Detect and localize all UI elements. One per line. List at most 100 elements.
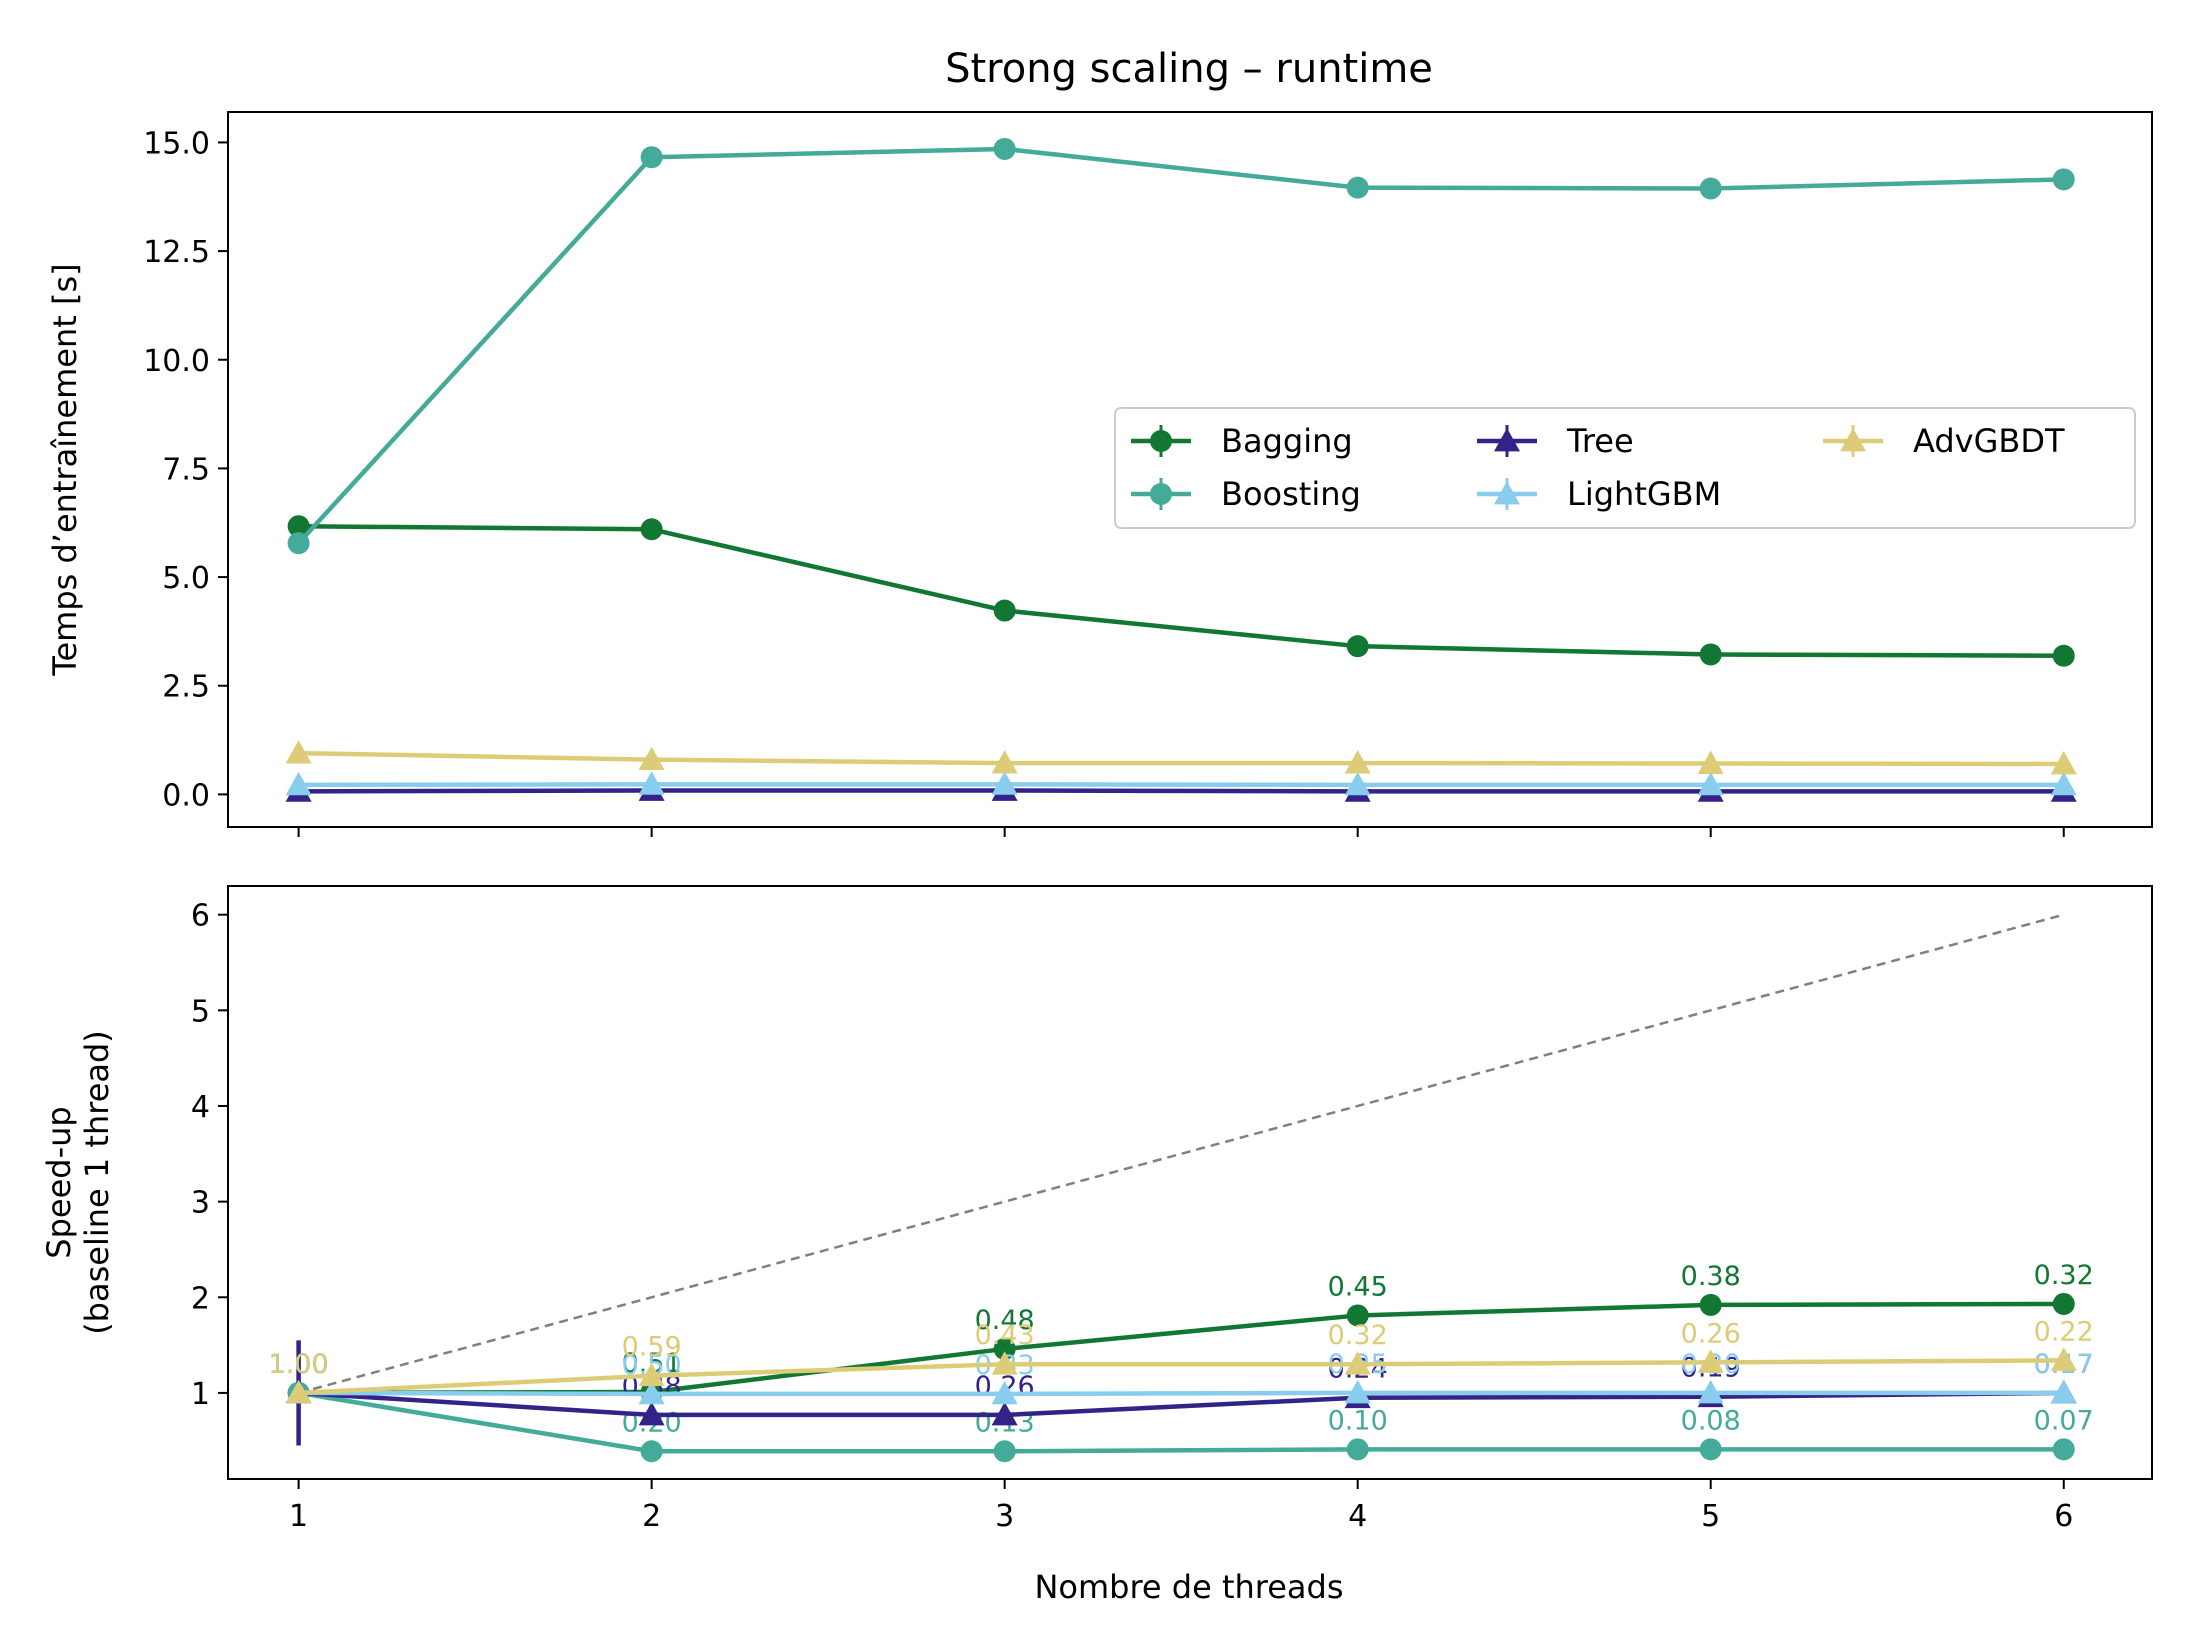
runtime-series-lightgbm <box>285 771 2077 796</box>
speedup-data-label-boosting: 0.10 <box>1328 1405 1388 1436</box>
speedup-point-lightgbm <box>1344 1379 1371 1404</box>
speedup-data-label-bagging: 0.32 <box>2034 1260 2094 1291</box>
legend-entry-bagging: Bagging <box>1131 422 1353 460</box>
legend-marker-tree <box>1494 428 1520 452</box>
speedup-line-advgbdt <box>298 1358 2064 1396</box>
legend-label-tree: Tree <box>1566 422 1634 460</box>
runtime-y-tick-label: 7.5 <box>162 452 210 487</box>
runtime-point-advgbdt <box>991 750 1018 774</box>
speedup-point-boosting <box>640 1440 663 1463</box>
runtime-point-advgbdt <box>2050 750 2077 775</box>
runtime-point-boosting <box>640 146 663 169</box>
speedup-point-bagging <box>1699 1293 1722 1316</box>
speedup-x-tick-label: 4 <box>1348 1499 1367 1534</box>
speedup-point-lightgbm <box>1697 1379 1724 1404</box>
speedup-point-advgbdt <box>1344 1351 1371 1375</box>
speedup-point-lightgbm <box>638 1380 665 1405</box>
speedup-line-tree <box>298 1390 2064 1418</box>
speedup-y-tick-label: 6 <box>191 899 210 934</box>
runtime-point-lightgbm <box>1344 771 1371 796</box>
runtime-point-boosting <box>2052 168 2075 191</box>
legend-label-bagging: Bagging <box>1221 422 1353 460</box>
runtime-panel: 0.0 2.5 5.0 7.5 10.0 12.5 15.0 Temps d’entraîne… <box>46 111 2153 837</box>
speedup-point-advgbdt <box>638 1362 665 1387</box>
speedup-point-lightgbm <box>991 1380 1018 1405</box>
speedup-point-advgbdt <box>285 1379 312 1404</box>
legend-entry-lightgbm: LightGBM <box>1477 475 1721 513</box>
runtime-point-lightgbm <box>1697 771 1724 796</box>
legend-entry-boosting: Boosting <box>1131 475 1361 513</box>
speedup-point-advgbdt <box>2050 1347 2077 1371</box>
speedup-point-advgbdt <box>1697 1349 1724 1373</box>
runtime-series-advgbdt <box>285 740 2077 775</box>
runtime-point-bagging <box>2052 644 2075 667</box>
runtime-point-boosting <box>1346 176 1369 199</box>
runtime-plot-frame <box>227 111 2153 828</box>
speedup-data-label-advgbdt: 1.00 <box>269 1349 329 1380</box>
speedup-data-label-tree: 1.00 <box>269 1349 329 1380</box>
speedup-point-bagging <box>993 1337 1016 1360</box>
chart-title: Strong scaling – runtime <box>945 46 1433 92</box>
speedup-y-tick-label: 4 <box>191 1090 210 1125</box>
legend: Bagging Boosting Tree LightGBM AdvGBDT <box>1114 407 2136 529</box>
speedup-data-label-advgbdt: 0.26 <box>1681 1318 1741 1349</box>
speedup-line-lightgbm <box>298 1390 2064 1397</box>
runtime-line-advgbdt <box>298 750 2064 767</box>
speedup-point-boosting <box>993 1440 1016 1463</box>
legend-marker-lightgbm <box>1494 481 1520 505</box>
runtime-point-bagging <box>287 515 310 538</box>
runtime-line-bagging <box>298 523 2064 658</box>
runtime-y-tick-label: 2.5 <box>162 670 210 705</box>
speedup-data-label-boosting: 0.08 <box>1681 1405 1741 1436</box>
legend-marker-boosting <box>1150 483 1172 505</box>
speedup-data-label-bagging: 0.45 <box>1328 1271 1388 1302</box>
runtime-point-lightgbm <box>638 771 665 795</box>
legend-marker-bagging <box>1150 430 1172 452</box>
speedup-point-boosting <box>1346 1438 1369 1461</box>
speedup-data-label-lightgbm: 1.00 <box>269 1349 329 1380</box>
speedup-x-tick-label: 2 <box>642 1499 661 1534</box>
speedup-y-tick-label: 5 <box>191 994 210 1029</box>
speedup-line-boosting <box>298 1390 2064 1454</box>
legend-label-advgbdt: AdvGBDT <box>1913 422 2065 460</box>
speedup-data-label-boosting: 0.07 <box>2034 1405 2094 1436</box>
ideal-speedup-line <box>298 913 2065 1395</box>
legend-entry-tree: Tree <box>1477 422 1634 460</box>
speedup-y-axis-label: Speed-up(baseline 1 thread) <box>40 1030 116 1335</box>
speedup-point-boosting <box>1699 1438 1722 1461</box>
runtime-series-boosting <box>287 137 2075 555</box>
runtime-point-lightgbm <box>991 771 1018 795</box>
speedup-point-advgbdt <box>991 1351 1018 1375</box>
runtime-line-tree <box>298 788 2064 794</box>
speedup-point-bagging <box>2052 1292 2075 1315</box>
runtime-point-boosting <box>993 137 1016 160</box>
speedup-data-label-advgbdt: 0.43 <box>975 1320 1035 1351</box>
speedup-point-boosting <box>2052 1438 2075 1461</box>
runtime-point-advgbdt <box>1697 750 1724 774</box>
speedup-y-tick-label: 3 <box>191 1186 210 1221</box>
runtime-y-axis-label: Temps d’entraînement [s] <box>46 263 84 676</box>
legend-label-lightgbm: LightGBM <box>1567 475 1721 513</box>
speedup-x-tick-label: 1 <box>289 1499 308 1534</box>
runtime-point-lightgbm <box>2050 771 2077 796</box>
legend-marker-advgbdt <box>1840 428 1866 452</box>
speedup-x-tick-label: 6 <box>2054 1499 2073 1534</box>
runtime-point-bagging <box>1699 643 1722 666</box>
speedup-data-label-advgbdt: 0.32 <box>1328 1320 1388 1351</box>
speedup-data-label-bagging: 0.38 <box>1681 1261 1741 1292</box>
speedup-point-bagging <box>1346 1304 1369 1327</box>
legend-box <box>1114 407 2136 529</box>
runtime-point-advgbdt <box>638 746 665 771</box>
speedup-y-tick-label: 1 <box>191 1377 210 1412</box>
runtime-y-tick-label: 12.5 <box>143 235 210 270</box>
speedup-series-advgbdt: 1.00 0.59 0.43 0.32 0.26 0.22 <box>269 1316 2094 1404</box>
x-axis-label: Nombre de threads <box>1034 1568 1343 1606</box>
runtime-point-bagging <box>640 518 663 541</box>
speedup-y-tick-label: 2 <box>191 1281 210 1316</box>
runtime-point-bagging <box>1346 635 1369 658</box>
runtime-point-lightgbm <box>285 771 312 796</box>
speedup-x-tick-label: 3 <box>995 1499 1014 1534</box>
legend-label-boosting: Boosting <box>1221 475 1361 513</box>
runtime-y-tick-label: 15.0 <box>143 126 210 161</box>
